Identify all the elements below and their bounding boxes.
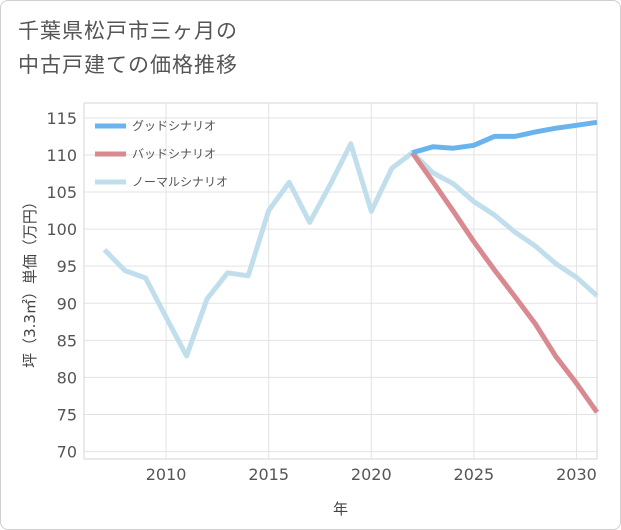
y-tick-label: 95	[57, 257, 77, 276]
chart-title: 千葉県松戸市三ヶ月の 中古戸建ての価格推移	[18, 14, 238, 82]
y-tick-label: 70	[57, 443, 77, 462]
x-tick-label: 2030	[556, 465, 597, 484]
x-tick-label: 2010	[146, 465, 187, 484]
series-line-0	[411, 119, 598, 156]
x-tick-label: 2015	[248, 465, 289, 484]
grid	[83, 102, 598, 460]
x-tick-label: 2020	[351, 465, 392, 484]
y-tick-label: 115	[46, 109, 77, 128]
y-tick-label: 90	[57, 294, 77, 313]
series-lines	[102, 119, 600, 414]
legend-label-0: グッドシナリオ	[132, 119, 216, 133]
y-tick-label: 110	[46, 146, 77, 165]
y-axis-label: 坪（3.3㎡）単価（万円）	[21, 194, 39, 368]
series-line-1	[410, 151, 600, 414]
legend-label-1: バッドシナリオ	[132, 147, 216, 161]
y-tick-label: 75	[57, 406, 77, 425]
plot-area-border	[83, 102, 598, 460]
x-tick-label: 2025	[454, 465, 495, 484]
y-tick-label: 105	[46, 183, 77, 202]
series-line-2	[102, 141, 599, 359]
y-tick-label: 80	[57, 368, 77, 387]
y-tick-label: 100	[46, 220, 77, 239]
title-line-1: 千葉県松戸市三ヶ月の	[18, 19, 238, 43]
legend-label-2: ノーマルシナリオ	[132, 175, 228, 189]
x-axis-label: 年	[333, 500, 348, 518]
y-tick-label: 85	[57, 331, 77, 350]
axes: 70 75 80 85 90 95 100 105 110 115 2010 2015 2020 2025…	[46, 109, 596, 484]
title-line-2: 中古戸建ての価格推移	[18, 53, 238, 77]
